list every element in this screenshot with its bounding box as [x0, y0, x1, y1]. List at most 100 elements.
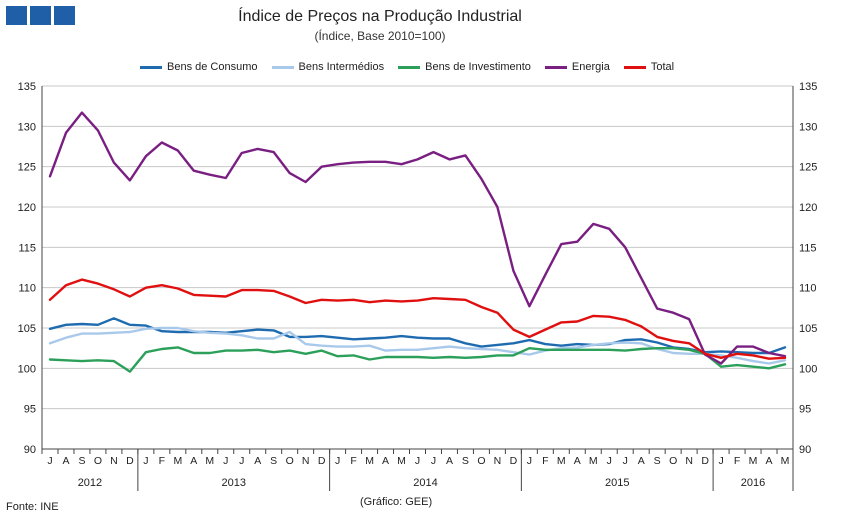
year-label: 2014: [413, 477, 437, 489]
x-tick-label: M: [781, 455, 790, 467]
x-tick-label: M: [749, 455, 758, 467]
x-tick-label: A: [446, 455, 453, 467]
source-note: Fonte: INE: [6, 501, 59, 513]
x-tick-label: M: [557, 455, 566, 467]
x-tick-label: J: [415, 455, 420, 467]
year-label: 2012: [78, 477, 102, 489]
chart-subtitle: (Índice, Base 2010=100): [314, 29, 446, 43]
legend-label: Bens de Consumo: [167, 61, 258, 73]
x-tick-label: D: [318, 455, 326, 467]
x-tick-label: O: [477, 455, 485, 467]
y-tick-label-right: 95: [799, 404, 811, 416]
y-tick-label-left: 90: [24, 444, 36, 456]
y-tick-label-right: 125: [799, 162, 817, 174]
y-tick-label-left: 115: [18, 242, 36, 254]
x-tick-label: S: [78, 455, 85, 467]
y-tick-label-right: 105: [799, 323, 817, 335]
x-tick-label: F: [159, 455, 165, 467]
y-tick-label-left: 105: [18, 323, 36, 335]
x-tick-label: J: [143, 455, 148, 467]
legend-swatch: [398, 65, 421, 69]
x-tick-label: J: [223, 455, 228, 467]
y-tick-label-right: 120: [799, 202, 817, 214]
x-tick-label: J: [431, 455, 436, 467]
x-tick-label: J: [718, 455, 723, 467]
chart-legend: Bens de Consumo Bens Intermédios Bens de I…: [140, 61, 674, 73]
y-tick-label-left: 95: [24, 404, 36, 416]
legend-item: Total: [623, 61, 675, 73]
x-tick-label: N: [685, 455, 693, 467]
series-line-total: [48, 278, 787, 360]
y-tick-label-left: 130: [18, 121, 36, 133]
year-label: 2013: [222, 477, 246, 489]
x-tick-label: O: [669, 455, 677, 467]
year-label: 2015: [605, 477, 629, 489]
x-tick-label: S: [654, 455, 661, 467]
chart-title: Índice de Preços na Produção Industrial: [238, 8, 522, 25]
legend-label: Total: [650, 61, 675, 73]
legend-label: Energia: [571, 61, 610, 73]
x-tick-label: F: [350, 455, 356, 467]
legend-swatch: [544, 65, 567, 69]
x-tick-label: S: [462, 455, 469, 467]
y-tick-label-right: 90: [799, 444, 811, 456]
series-line-energia: [48, 111, 787, 365]
x-tick-label: A: [62, 455, 69, 467]
legend-item: Bens Intermédios: [271, 61, 385, 73]
x-tick-label: M: [173, 455, 182, 467]
legend-swatch: [140, 65, 162, 69]
x-tick-label: A: [190, 455, 197, 467]
x-tick-label: J: [47, 455, 52, 467]
x-tick-label: D: [701, 455, 709, 467]
legend-item: Bens de Consumo: [140, 61, 258, 73]
x-tick-label: N: [494, 455, 502, 467]
x-tick-label: S: [270, 455, 277, 467]
legend-label: Bens Intermédios: [298, 61, 385, 73]
x-tick-label: A: [574, 455, 581, 467]
x-tick-label: M: [589, 455, 598, 467]
x-tick-label: A: [254, 455, 261, 467]
x-tick-label: F: [734, 455, 740, 467]
y-tick-label-left: 120: [18, 202, 36, 214]
logo-block: [6, 6, 27, 25]
logo-block: [30, 6, 51, 25]
y-tick-label-left: 110: [18, 283, 36, 295]
x-tick-label: O: [94, 455, 102, 467]
x-tick-label: M: [205, 455, 214, 467]
x-tick-label: F: [542, 455, 548, 467]
y-tick-label-left: 125: [18, 162, 36, 174]
x-tick-label: A: [766, 455, 773, 467]
x-tick-label: J: [335, 455, 340, 467]
legend-item: Energia: [544, 61, 610, 73]
logo: [6, 6, 75, 25]
series-line-bens-de-consumo: [48, 317, 787, 355]
x-tick-label: A: [382, 455, 389, 467]
x-tick-label: J: [607, 455, 612, 467]
chart-credit: (Gráfico: GEE): [360, 496, 433, 508]
x-tick-label: M: [397, 455, 406, 467]
y-tick-label-left: 100: [18, 363, 36, 375]
x-tick-label: N: [302, 455, 310, 467]
y-tick-label-left: 135: [18, 81, 36, 93]
y-tick-label-right: 115: [799, 242, 817, 254]
legend-item: Bens de Investimento: [398, 61, 531, 73]
x-tick-label: J: [527, 455, 532, 467]
x-tick-label: D: [510, 455, 518, 467]
series-line-bens-interm-dios: [48, 326, 787, 365]
y-tick-label-right: 130: [799, 121, 817, 133]
x-tick-label: J: [623, 455, 628, 467]
y-tick-label-right: 135: [799, 81, 817, 93]
x-tick-label: N: [110, 455, 118, 467]
x-tick-label: D: [126, 455, 134, 467]
x-tick-label: M: [365, 455, 374, 467]
year-label: 2016: [741, 477, 765, 489]
series-line-bens-de-investimento: [48, 346, 787, 373]
legend-swatch: [623, 65, 646, 69]
logo-block: [54, 6, 75, 25]
y-tick-label-right: 100: [799, 363, 817, 375]
y-tick-label-right: 110: [799, 283, 817, 295]
x-tick-label: A: [638, 455, 645, 467]
x-tick-label: J: [239, 455, 244, 467]
legend-swatch: [271, 65, 294, 69]
